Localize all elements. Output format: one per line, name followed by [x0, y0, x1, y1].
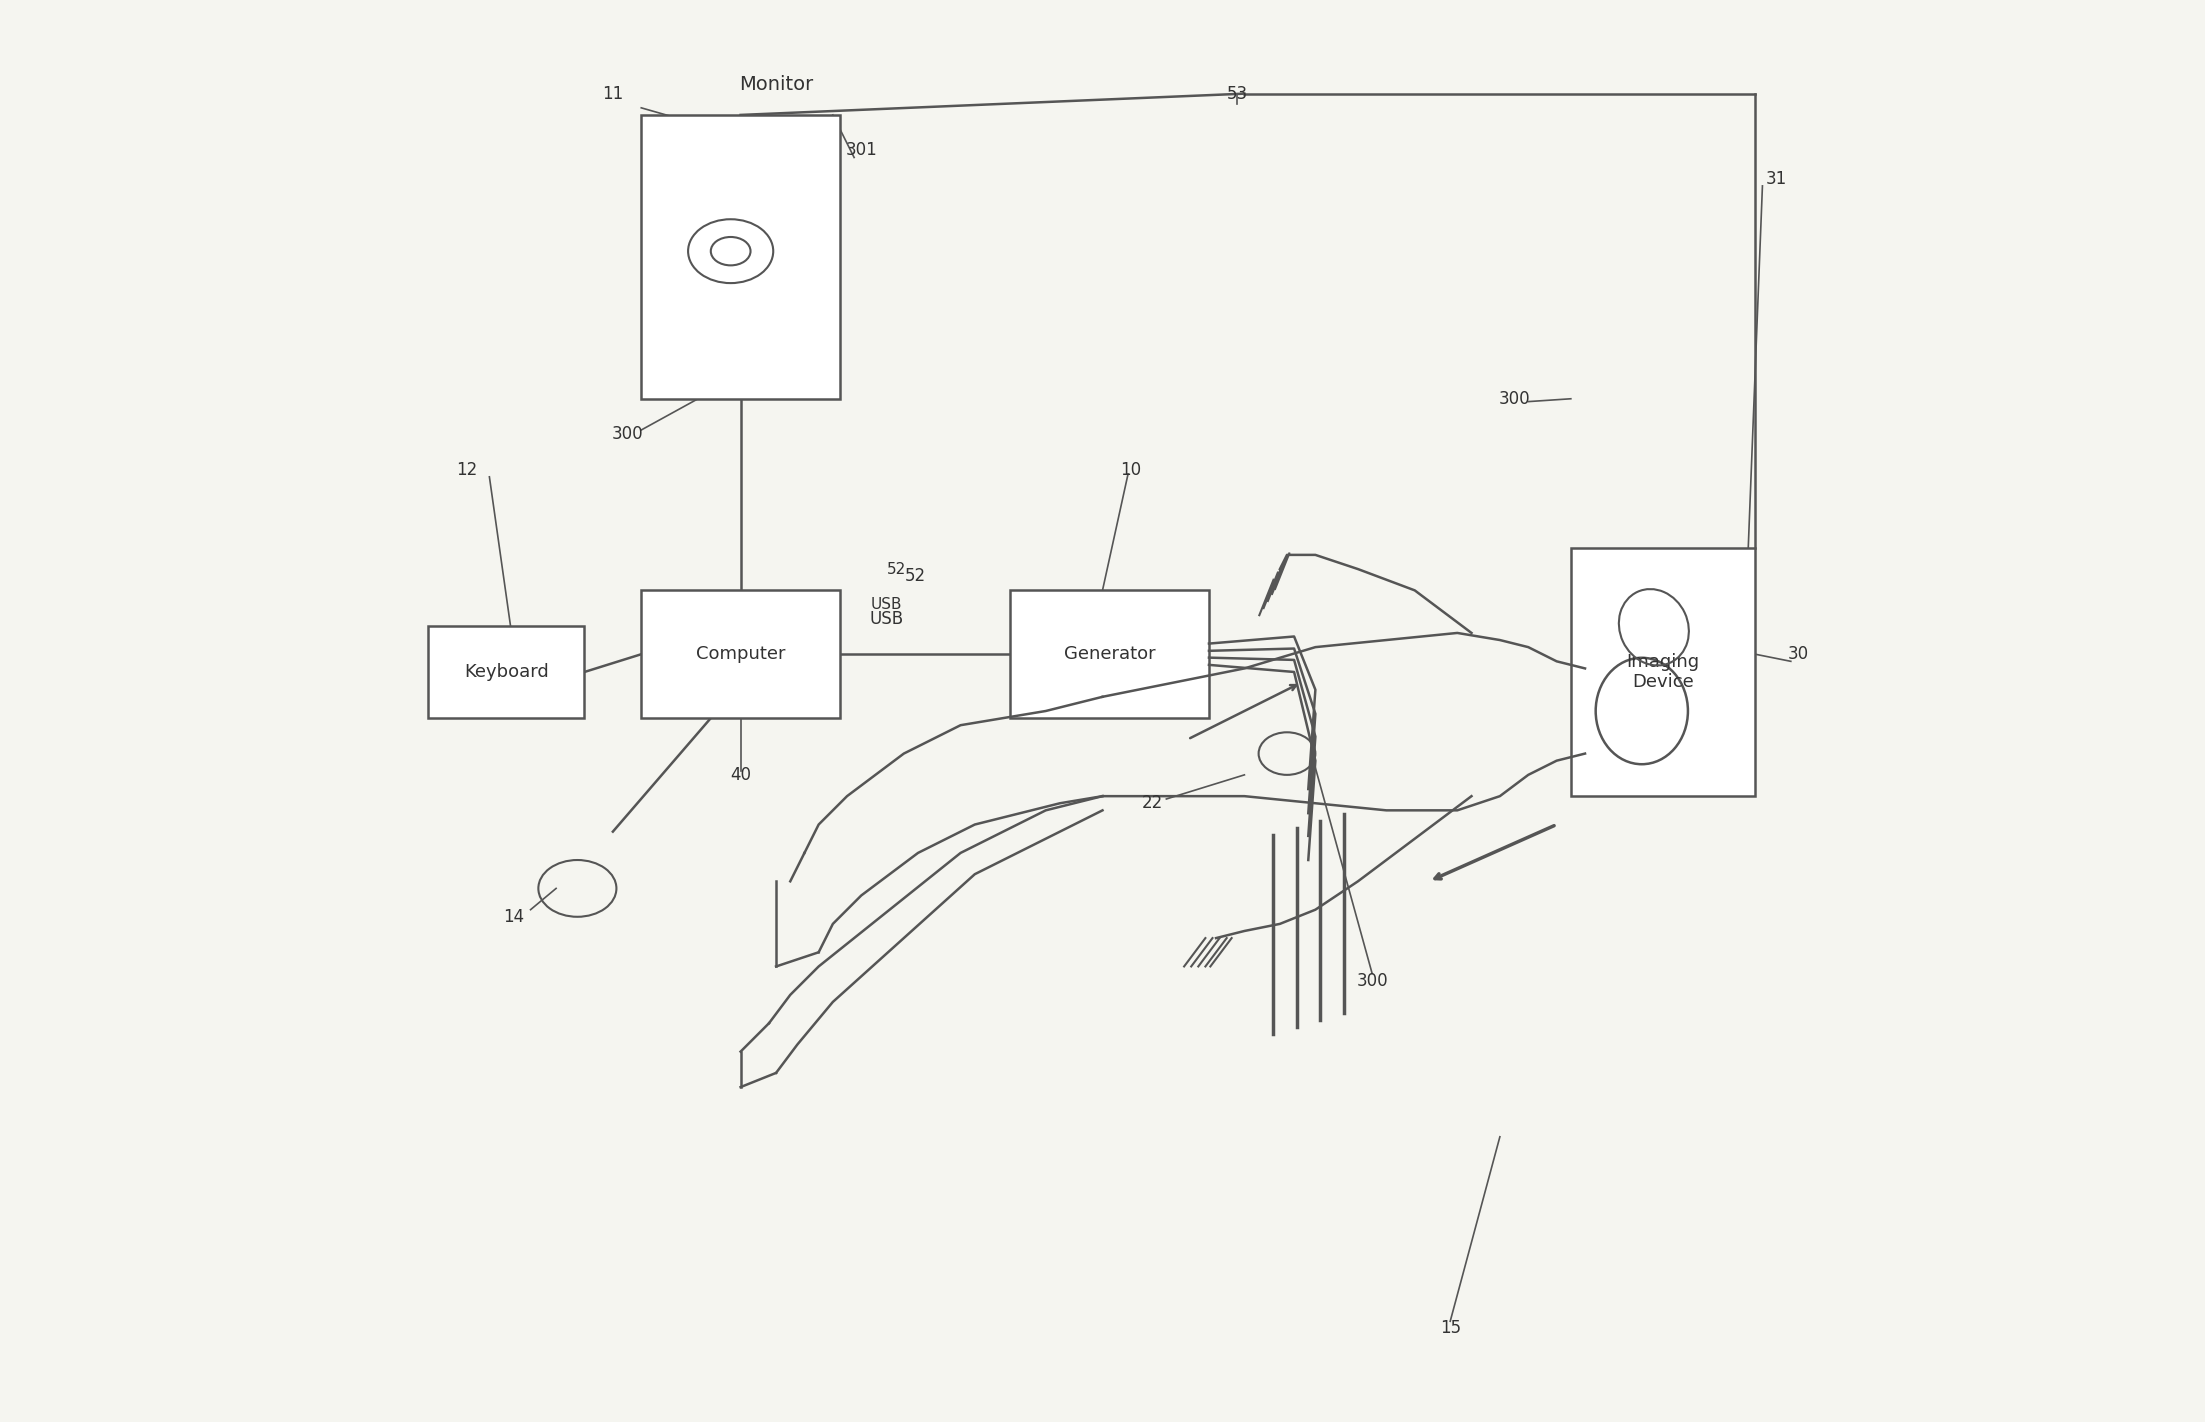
FancyBboxPatch shape	[428, 626, 584, 718]
Text: Computer: Computer	[697, 646, 785, 663]
FancyBboxPatch shape	[1570, 547, 1755, 796]
Text: Imaging
Device: Imaging Device	[1627, 653, 1700, 691]
Text: 52: 52	[904, 567, 926, 586]
Text: 300: 300	[611, 425, 644, 444]
FancyBboxPatch shape	[1010, 590, 1208, 718]
Text: 15: 15	[1440, 1320, 1460, 1337]
Text: 301: 301	[845, 141, 878, 159]
Text: Keyboard: Keyboard	[463, 663, 549, 681]
Text: 40: 40	[730, 766, 752, 784]
Text: 31: 31	[1766, 169, 1788, 188]
Text: 300: 300	[1497, 390, 1530, 408]
Text: 14: 14	[503, 907, 525, 926]
Text: 30: 30	[1788, 646, 1808, 663]
Text: USB: USB	[869, 610, 904, 627]
Text: 11: 11	[602, 85, 624, 102]
Text: 22: 22	[1142, 795, 1162, 812]
FancyBboxPatch shape	[642, 115, 840, 398]
FancyBboxPatch shape	[642, 590, 840, 718]
Text: 10: 10	[1120, 461, 1142, 479]
Text: 52: 52	[886, 562, 906, 576]
Text: Generator: Generator	[1063, 646, 1155, 663]
Text: 300: 300	[1356, 971, 1387, 990]
Text: USB: USB	[871, 597, 902, 611]
Text: Monitor: Monitor	[739, 74, 814, 94]
Text: 53: 53	[1226, 85, 1248, 102]
Text: 12: 12	[456, 461, 476, 479]
